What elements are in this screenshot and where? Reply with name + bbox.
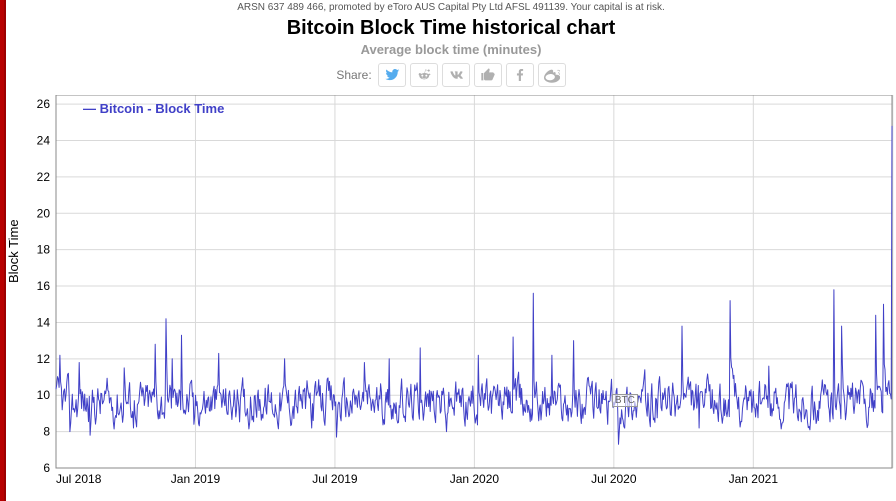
share-row: Share: [8,63,894,87]
thumbs-up-icon [480,67,496,83]
share-reddit-button[interactable] [410,63,438,87]
svg-text:Jul 2018: Jul 2018 [56,472,102,486]
svg-text:Jan 2020: Jan 2020 [450,472,500,486]
svg-text:26: 26 [37,97,51,111]
svg-text:8: 8 [43,425,50,439]
svg-text:14: 14 [37,315,51,329]
share-weibo-button[interactable] [538,63,566,87]
share-like-button[interactable] [474,63,502,87]
svg-text:Jan 2019: Jan 2019 [171,472,221,486]
svg-text:16: 16 [37,279,51,293]
disclaimer-text: ARSN 637 489 466, promoted by eToro AUS … [8,0,894,13]
annotation-label: BTC [612,394,638,407]
share-twitter-button[interactable] [378,63,406,87]
svg-text:22: 22 [37,170,51,184]
chart-subtitle: Average block time (minutes) [8,42,894,57]
facebook-icon [512,67,528,83]
share-label: Share: [336,68,371,82]
legend-text: — Bitcoin - Block Time [83,101,224,116]
vk-icon [448,67,464,83]
twitter-icon [384,67,400,83]
svg-text:Jan 2021: Jan 2021 [729,472,779,486]
share-vk-button[interactable] [442,63,470,87]
svg-text:24: 24 [37,133,51,147]
svg-text:20: 20 [37,206,51,220]
svg-text:10: 10 [37,388,51,402]
line-chart: 6 8 10 12 14 16 18 20 22 24 26 Jul 2018 Jan 2019 Jul … [8,95,894,490]
svg-text:12: 12 [37,352,51,366]
chart-title: Bitcoin Block Time historical chart [8,17,894,40]
chart-area: Block Time 68101214161820222426Jul 2018J… [8,95,894,490]
reddit-icon [416,67,432,83]
svg-text:Jul 2020: Jul 2020 [591,472,637,486]
svg-text:Jul 2019: Jul 2019 [312,472,358,486]
share-facebook-button[interactable] [506,63,534,87]
svg-text:6: 6 [43,461,50,475]
weibo-icon [544,67,560,83]
svg-text:18: 18 [37,243,51,257]
